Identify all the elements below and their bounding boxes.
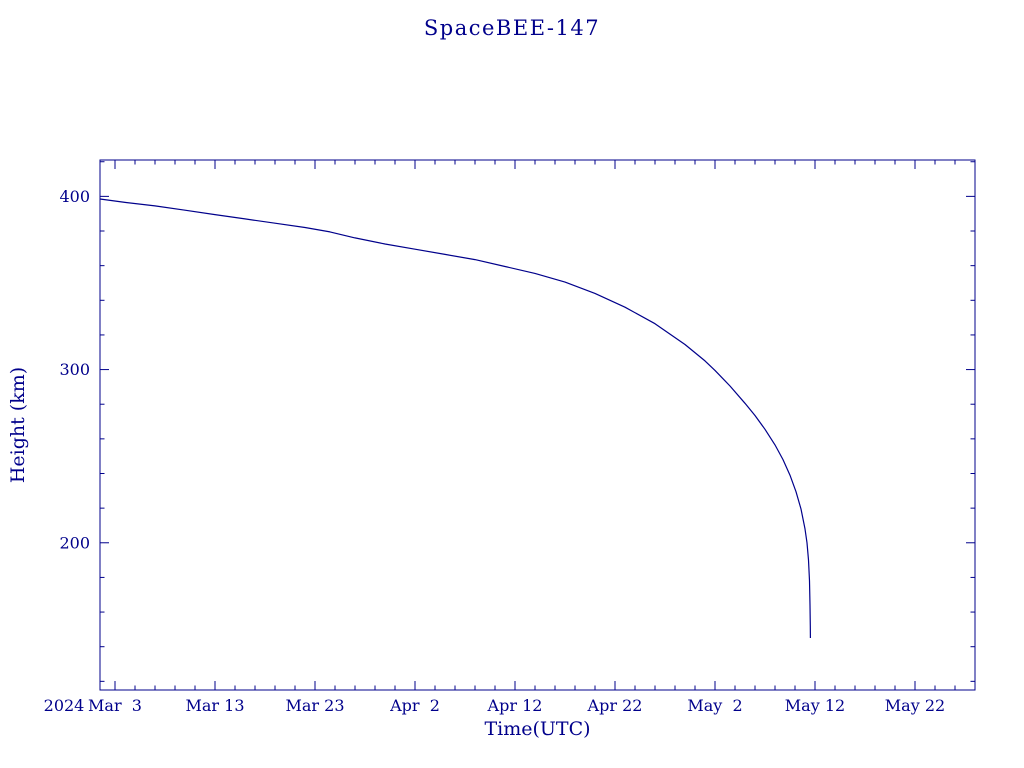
x-tick-label: May 22 [885,696,945,715]
chart-title: SpaceBEE-147 [423,16,601,40]
x-tick-label: Apr 22 [587,696,643,715]
y-tick-label: 400 [59,187,90,206]
x-tick-label: May 12 [785,696,845,715]
decay-curve [99,198,812,639]
plot-frame [99,159,976,691]
x-tick-label: Apr 2 [389,696,440,715]
x-axis-year-label: 2024 [44,696,85,715]
x-tick-label: May 2 [687,696,742,715]
x-axis-label: Time(UTC) [484,718,591,740]
x-tick-label: Mar 23 [285,696,344,715]
x-tick-label: Mar 3 [88,696,142,715]
y-tick-label: 300 [59,360,90,379]
y-tick-label: 200 [59,533,90,552]
x-tick-label: Apr 12 [487,696,543,715]
x-tick-label: Mar 13 [185,696,244,715]
